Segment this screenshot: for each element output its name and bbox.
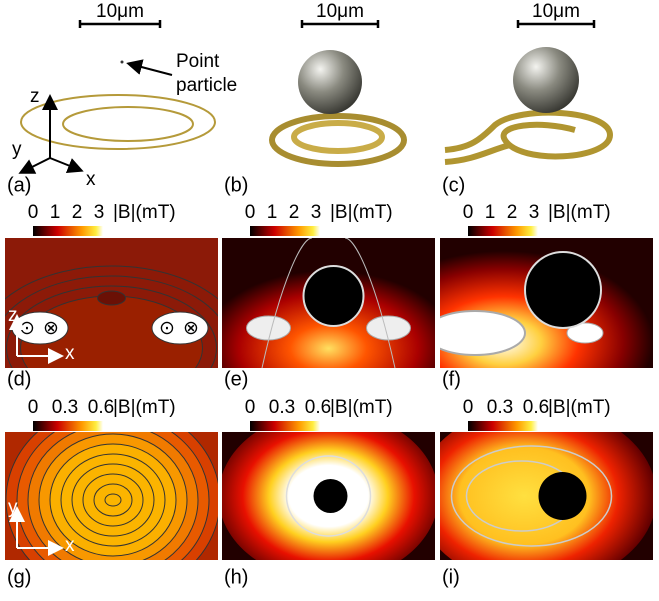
- scale-bar-label: 10μm: [532, 1, 580, 22]
- current-symbol: ⊗: [183, 318, 199, 339]
- colorbar: [33, 226, 103, 236]
- colorbar-tick-label: 0: [245, 397, 256, 418]
- panel-label: (b): [224, 174, 248, 196]
- annotation: particle: [176, 75, 237, 96]
- colorbar-unit: |B|(mT): [113, 397, 176, 418]
- axis-label: y: [8, 497, 18, 518]
- axis-label: y: [12, 139, 22, 160]
- colorbar-tick-label: 0.6: [88, 397, 114, 418]
- contour: [20, 295, 203, 368]
- field-map: [222, 432, 435, 560]
- colorbar-tick-label: 0.6: [305, 397, 331, 418]
- colorbar-tick-label: 0: [28, 397, 39, 418]
- annotation: Point: [176, 51, 220, 72]
- colorbar-tick-label: 0: [463, 202, 474, 223]
- colorbar-tick-label: 2: [507, 202, 518, 223]
- colorbar-tick-label: 2: [72, 202, 83, 223]
- contour: [5, 275, 218, 317]
- field-line: [261, 238, 313, 368]
- colorbar-tick-label: 1: [267, 202, 278, 223]
- current-symbol: ⊗: [43, 318, 59, 339]
- panel-label: (d): [7, 368, 31, 390]
- colorbar-unit: |B|(mT): [548, 397, 611, 418]
- scale-bar-label: 10μm: [316, 1, 364, 22]
- scale-bar: [78, 20, 162, 28]
- panel-label: (f): [442, 368, 461, 390]
- contour: [285, 455, 372, 537]
- field-map: [222, 238, 435, 368]
- contour: [104, 493, 122, 507]
- panel-label: (e): [224, 368, 248, 390]
- sphere-section: [313, 479, 348, 513]
- axis-label: z: [30, 86, 40, 107]
- axis-label: x: [65, 535, 75, 556]
- colorbar-unit: |B|(mT): [330, 202, 393, 223]
- sphere-section: [524, 251, 602, 329]
- colorbar-tick-label: 3: [529, 202, 540, 223]
- hot-spot: [246, 315, 291, 341]
- field-glow: [440, 432, 653, 560]
- contour: [450, 445, 613, 547]
- hot-spot: [566, 322, 604, 344]
- colorbar-tick-label: 0: [245, 202, 256, 223]
- colorbar-tick-label: 0: [463, 397, 474, 418]
- panel-label: (a): [7, 174, 31, 196]
- hot-spot: [366, 315, 411, 341]
- axis-label: x: [65, 343, 75, 364]
- field-map: ⊙ ⊗ ⊙ ⊗: [5, 238, 218, 368]
- colorbar-tick-label: 3: [94, 202, 105, 223]
- panel-label: (h): [224, 566, 248, 588]
- coil-section: [151, 311, 209, 345]
- colorbar-tick-label: 1: [50, 202, 61, 223]
- scale-bar: [300, 20, 380, 28]
- colorbar-tick-label: 3: [311, 202, 322, 223]
- field-map: [440, 238, 653, 368]
- colorbar: [33, 421, 103, 431]
- scale-bar-label: 10μm: [96, 1, 144, 22]
- current-symbol: ⊙: [19, 318, 35, 339]
- coil-diagram: [18, 47, 614, 174]
- colorbar-tick-label: 0: [28, 202, 39, 223]
- colorbar: [250, 226, 320, 236]
- field-map: [440, 432, 653, 560]
- sphere-section: [302, 265, 365, 327]
- colorbar-tick-label: 0.6: [523, 397, 549, 418]
- current-symbol: ⊙: [159, 318, 175, 339]
- contour: [6, 285, 217, 368]
- colorbar-tick-label: 0.3: [269, 397, 295, 418]
- colorbar-tick-label: 1: [485, 202, 496, 223]
- hot-spot: [440, 310, 526, 356]
- axis-label: z: [8, 305, 18, 326]
- panel-label: (g): [7, 566, 31, 588]
- colorbar: [468, 226, 538, 236]
- field-line: [344, 238, 396, 368]
- colorbar-tick-label: 2: [289, 202, 300, 223]
- colorbar-unit: |B|(mT): [548, 202, 611, 223]
- contour: [5, 265, 218, 300]
- colorbar: [468, 421, 538, 431]
- panel-label: (c): [442, 174, 465, 196]
- colorbar-tick-label: 0.3: [487, 397, 513, 418]
- colorbar-tick-label: 0.3: [52, 397, 78, 418]
- colorbar-unit: |B|(mT): [113, 202, 176, 223]
- panel-label: (i): [442, 566, 460, 588]
- contour: [97, 290, 126, 306]
- scale-bar: [516, 20, 596, 28]
- axis-label: x: [86, 169, 96, 190]
- field-map: [5, 432, 218, 560]
- colorbar: [250, 421, 320, 431]
- colorbar-unit: |B|(mT): [330, 397, 393, 418]
- sphere-section: [538, 472, 587, 520]
